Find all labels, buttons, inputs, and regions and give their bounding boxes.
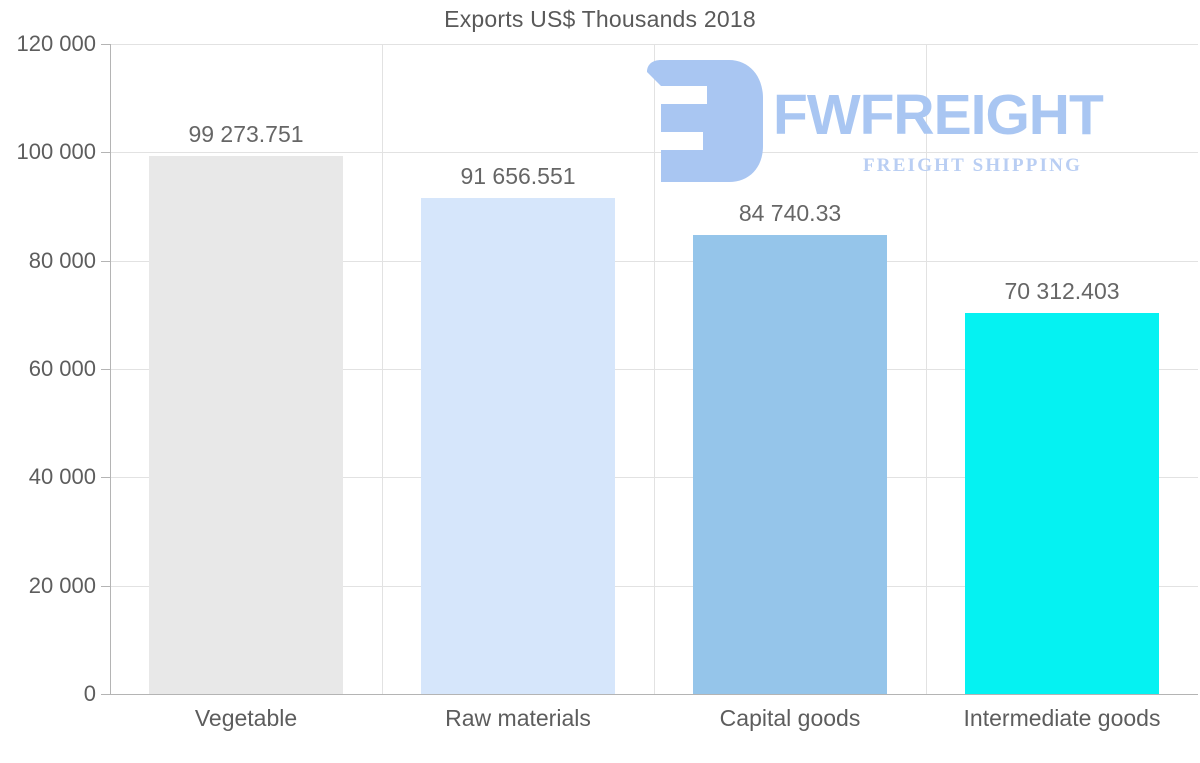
x-axis-label-intermediate-goods: Intermediate goods	[963, 705, 1161, 731]
x-axis-label-raw-materials: Raw materials	[445, 705, 591, 731]
y-axis-tick-mark	[101, 585, 110, 587]
y-axis-tick-label: 20 000	[28, 572, 96, 598]
y-axis-tick-label: 120 000	[16, 31, 96, 56]
bar-intermediate-goods[interactable]	[965, 313, 1159, 694]
y-axis-line	[110, 44, 111, 695]
y-axis-tick-label: 0	[83, 681, 96, 706]
bar-value-label: 91 656.551	[460, 162, 576, 189]
gridline-vertical	[926, 44, 927, 694]
bar-value-label: 99 273.751	[188, 121, 304, 148]
chart-title: Exports US$ Thousands 2018	[444, 6, 756, 32]
gridline-vertical	[382, 44, 383, 694]
y-axis-tick-mark	[101, 694, 110, 695]
gridline-vertical	[654, 44, 655, 694]
y-axis-tick-label: 100 000	[16, 139, 96, 165]
bar-value-label: 84 740.33	[738, 199, 842, 226]
x-axis-label-capital-goods: Capital goods	[719, 705, 861, 731]
bar-capital-goods[interactable]	[693, 235, 887, 694]
bar-vegetable[interactable]	[149, 156, 343, 694]
y-axis-tick-mark	[101, 44, 110, 45]
y-axis-tick-mark	[101, 369, 110, 370]
plot-area: 99 273.751 91 656.551 84 740.33 70 312.403	[110, 44, 1198, 695]
x-axis-line	[110, 694, 1198, 695]
x-axis-label-vegetable: Vegetable	[194, 705, 298, 731]
y-axis-tick-mark	[101, 477, 110, 479]
bar-raw-materials[interactable]	[421, 197, 615, 694]
y-axis-tick-label: 60 000	[28, 356, 96, 381]
y-axis-tick-mark	[101, 152, 110, 154]
bar-value-label: 70 312.403	[1004, 278, 1120, 305]
y-axis-tick-label: 80 000	[28, 247, 96, 273]
y-axis-tick-mark	[101, 260, 110, 262]
y-axis-tick-label: 40 000	[28, 464, 96, 490]
